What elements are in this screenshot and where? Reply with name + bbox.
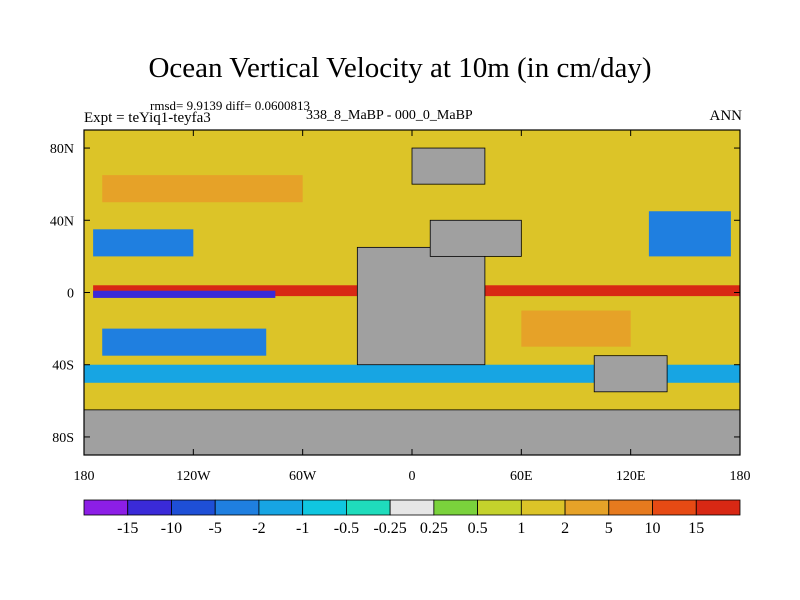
x-tick-label: 120E (616, 469, 646, 484)
x-tick-label: 0 (409, 469, 416, 484)
field-region-indian-ocean-upwelling (521, 310, 631, 347)
field-region-south-subtropical-downwelling (102, 328, 267, 356)
colorbar-label: -10 (161, 520, 182, 537)
x-tick-label: 60E (510, 469, 533, 484)
colorbar-swatch (302, 499, 347, 516)
colorbar-swatch (564, 499, 610, 516)
land-northern-landmass (429, 219, 522, 257)
colorbar-label: 2 (561, 520, 569, 537)
colorbar-label: -2 (252, 520, 265, 537)
y-tick-label: 80S (52, 431, 74, 446)
colorbar-label: -1 (296, 520, 309, 537)
colorbar-label: -15 (117, 520, 138, 537)
period-label: 338_8_MaBP - 000_0_MaBP (306, 108, 473, 123)
chart-title: Ocean Vertical Velocity at 10m (in cm/da… (148, 52, 652, 84)
colorbar-swatch (433, 499, 479, 516)
colorbar-swatch (83, 499, 129, 516)
colorbar-label: -0.25 (373, 520, 406, 537)
colorbar-label: 5 (605, 520, 613, 537)
land-south-america-africa-continent (356, 246, 486, 366)
colorbar-swatch (652, 499, 697, 516)
x-tick-label: 180 (730, 469, 751, 484)
season-label: ANN (709, 108, 743, 124)
colorbar-swatch (520, 499, 566, 516)
axes: 180 120W 60W 0 60E 120E 180 80N 40N 0 40S 80S (50, 130, 751, 484)
colorbar-label: 10 (645, 520, 661, 537)
land-australia-asia-landmass (593, 355, 668, 393)
colorbar-swatch (608, 499, 653, 516)
land-antarctica (84, 409, 740, 455)
colorbar-swatch (345, 499, 391, 516)
field-region-pacific-west-downwelling (648, 211, 731, 257)
colorbar-label: -0.5 (334, 520, 359, 537)
stats-label: rmsd= 9.9139 diff= 0.0600813 (150, 98, 310, 113)
colorbar-swatch (171, 499, 216, 516)
colorbar-swatch (477, 499, 522, 516)
field-region-equatorial-downwelling-band (93, 290, 276, 298)
colorbar-swatch (258, 499, 304, 516)
experiment-label: Expt = teYiq1-teyfa3 (84, 110, 211, 126)
colorbar-swatch (695, 499, 741, 516)
colorbar-label: 1 (517, 520, 525, 537)
colorbar-label: 15 (688, 520, 704, 537)
colorbar: -15 -10 -5 -2 -1 -0.5 -0.25 0.25 0.5 1 2 5 10 15 (83, 499, 741, 537)
colorbar-swatch (389, 499, 435, 516)
field-region-southern-ocean-upwelling (84, 391, 740, 410)
colorbar-swatch (127, 499, 172, 516)
x-tick-label: 180 (74, 469, 95, 484)
field-region-subpolar-upwelling-north (102, 175, 303, 203)
colorbar-swatch (214, 499, 260, 516)
colorbar-label: 0.5 (468, 520, 488, 537)
x-tick-label: 120W (176, 469, 211, 484)
x-tick-label: 60W (289, 469, 317, 484)
colorbar-label: -5 (209, 520, 222, 537)
y-tick-label: 80N (50, 142, 74, 157)
field-region-north-subtropical-downwelling (93, 229, 194, 257)
land-mask (84, 147, 740, 455)
land-arctic-landmass (411, 147, 486, 185)
field-region-southern-ocean-downwelling (84, 364, 740, 383)
colorbar-label: 0.25 (420, 520, 448, 537)
y-tick-label: 0 (67, 287, 74, 302)
y-tick-label: 40S (52, 359, 74, 374)
y-tick-label: 40N (50, 214, 74, 229)
